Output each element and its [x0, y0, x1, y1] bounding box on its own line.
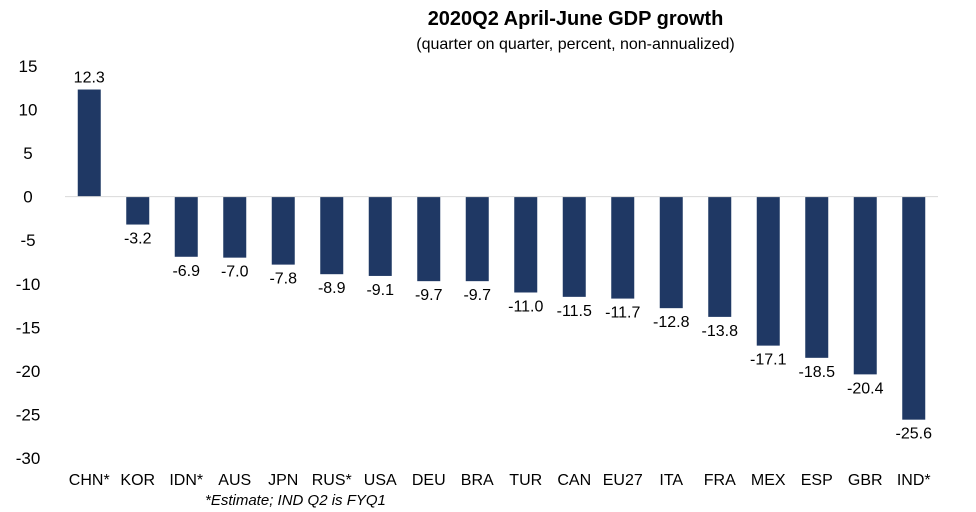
x-tick-label: IND*: [897, 472, 931, 489]
y-tick-label: -15: [16, 318, 41, 337]
x-tick-label: ITA: [659, 472, 683, 489]
chart-subtitle: (quarter on quarter, percent, non-annual…: [416, 36, 735, 53]
y-tick-label: 15: [19, 57, 38, 76]
x-tick-label: DEU: [412, 472, 446, 489]
y-tick-label: -20: [16, 362, 41, 381]
data-label: -11.0: [508, 298, 543, 315]
x-tick-label: GBR: [848, 472, 883, 489]
y-tick-label: 10: [19, 101, 38, 120]
x-tick-label: JPN: [268, 472, 298, 489]
y-tick-label: -30: [16, 449, 41, 468]
data-label: -9.7: [463, 287, 491, 304]
data-label: -7.8: [269, 271, 297, 288]
x-tick-label: CAN: [557, 472, 591, 489]
x-tick-label: IDN*: [169, 472, 203, 489]
x-tick-label: MEX: [751, 472, 786, 489]
bar: [514, 196, 538, 293]
y-tick-label: -10: [16, 275, 41, 294]
bar: [126, 196, 150, 225]
data-label: -6.9: [172, 263, 200, 280]
bar: [77, 89, 101, 197]
x-tick-label: TUR: [509, 472, 542, 489]
x-tick-label: FRA: [704, 472, 736, 489]
bar: [417, 196, 441, 282]
y-tick-label: 5: [23, 144, 32, 163]
data-label: 12.3: [74, 70, 105, 87]
bar: [708, 196, 732, 317]
bar: [223, 196, 247, 258]
chart-footnote: *Estimate; IND Q2 is FYQ1: [205, 492, 386, 509]
bar: [902, 196, 926, 420]
bar: [271, 196, 295, 265]
bar: [611, 196, 635, 299]
x-tick-label: BRA: [461, 472, 494, 489]
bar: [659, 196, 683, 309]
data-label: -13.8: [702, 323, 739, 340]
x-tick-label: KOR: [120, 472, 155, 489]
x-tick-label: CHN*: [69, 472, 110, 489]
data-label: -20.4: [847, 380, 884, 397]
y-tick-label: -5: [20, 231, 35, 250]
data-label: -12.8: [653, 314, 690, 331]
data-label: -8.9: [318, 280, 346, 297]
x-tick-label: ESP: [801, 472, 833, 489]
x-tick-label: RUS*: [312, 472, 352, 489]
bar: [174, 196, 198, 257]
bar: [320, 196, 344, 275]
data-label: -18.5: [799, 364, 836, 381]
chart-title: 2020Q2 April-June GDP growth: [427, 8, 724, 30]
x-tick-label: USA: [364, 472, 397, 489]
data-label: -25.6: [896, 426, 933, 443]
bar: [805, 196, 829, 358]
data-label: -3.2: [124, 231, 152, 248]
data-label: -11.7: [605, 305, 640, 322]
y-tick-label: -25: [16, 405, 41, 424]
bar: [368, 196, 392, 276]
data-label: -9.7: [415, 287, 443, 304]
bar: [756, 196, 780, 346]
x-tick-label: EU27: [603, 472, 643, 489]
data-label: -11.5: [557, 303, 592, 320]
x-tick-label: AUS: [218, 472, 251, 489]
bar: [465, 196, 489, 282]
bar: [853, 196, 877, 375]
y-tick-label: 0: [23, 188, 32, 207]
data-label: -9.1: [366, 282, 394, 299]
data-label: -7.0: [221, 264, 249, 281]
data-label: -17.1: [750, 352, 787, 369]
bar: [562, 196, 586, 297]
